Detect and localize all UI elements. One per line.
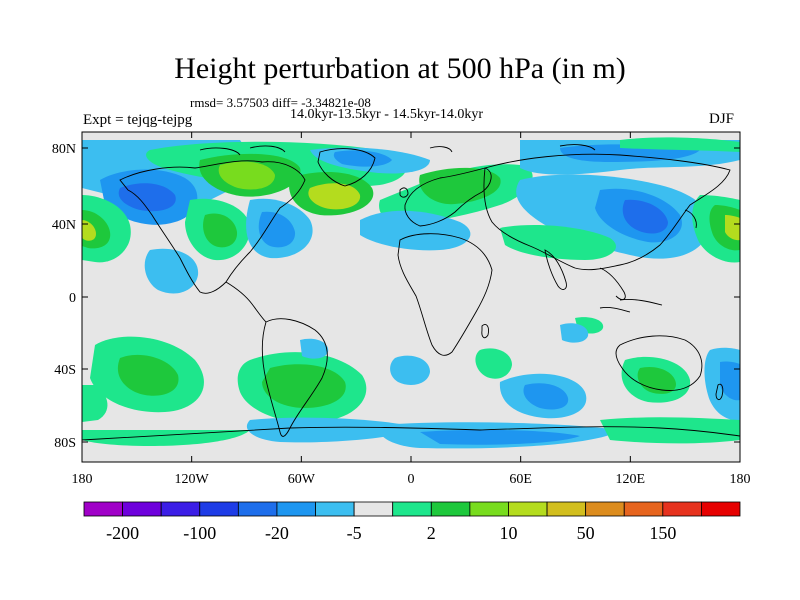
lon-tick-label: 0 [408, 472, 415, 487]
coastline-antarctica [82, 426, 740, 441]
contour-fill-positive [82, 220, 96, 241]
colorbar-swatch [83, 501, 123, 517]
contour-fill-positive [117, 354, 179, 396]
coastline-japan [684, 209, 697, 229]
coastline-arctic-islands [199, 144, 596, 156]
contour-fill-negative [420, 429, 580, 445]
contour-fill-positive [620, 137, 740, 152]
contour-fill-negative [246, 417, 420, 443]
colorbar-label: -100 [183, 523, 216, 543]
contour-fill-negative [118, 183, 176, 212]
colorbar-swatch [430, 501, 471, 517]
colorbar-swatch [353, 501, 394, 517]
stats-line: rmsd= 3.57503 diff= -3.34821e-08 [190, 95, 371, 110]
contour-fill-positive [637, 366, 676, 394]
axis-ticks: 80N 40N 0 40S 80S 180 120W 60W 0 60E 120E 180 [52, 132, 751, 487]
experiment-label: Expt = tejqg-tejpg [83, 112, 193, 128]
contour-fill-positive [82, 385, 108, 422]
lat-tick-label: 40N [52, 218, 76, 233]
coastline-india [544, 249, 567, 290]
colorbar-label: -200 [106, 523, 139, 543]
contour-fill-negative [144, 248, 199, 294]
contour-fill-negative [720, 361, 740, 401]
colorbar-swatch [315, 501, 355, 517]
contour-fill-positive [500, 225, 616, 260]
contour-fill-positive [82, 430, 250, 446]
coastline-africa [397, 233, 493, 356]
coastline-new-zealand [715, 383, 724, 401]
contour-fill-negative [390, 355, 430, 385]
coastline-indonesia [599, 299, 663, 313]
contour-fill-positive [262, 364, 346, 408]
contour-fill-positive [725, 215, 740, 241]
coastline-madagascar [481, 324, 489, 339]
coastline-asia [483, 153, 731, 271]
map-title: Height perturbation at 500 hPa (in m) [174, 52, 626, 85]
coastlines [82, 144, 740, 441]
colorbar-swatch [392, 501, 432, 517]
lon-tick-label: 180 [730, 472, 751, 487]
coastline-southeast-asia [599, 267, 626, 300]
colorbar-label: 2 [427, 523, 436, 543]
coastline-australia [615, 335, 703, 391]
colorbar-swatch [623, 501, 664, 517]
lon-tick-label: 60W [288, 472, 316, 487]
colorbar-swatch [469, 501, 509, 517]
colorbar-label: -20 [265, 523, 289, 543]
colorbar-swatch [662, 501, 702, 517]
contour-fill-positive [600, 417, 740, 444]
contour-fill-positive [203, 213, 238, 248]
coastline-british-isles [399, 187, 409, 198]
contour-fill-negative [360, 210, 471, 251]
colorbar-swatch [276, 501, 316, 517]
coastline-europe [404, 167, 492, 227]
coastline-greenland [317, 148, 376, 187]
contour-fill-positive [419, 167, 501, 205]
lon-tick-label: 180 [72, 472, 93, 487]
contour-fill-positive [308, 183, 361, 210]
colorbar-swatch [546, 501, 587, 517]
contour-fill-negative [333, 150, 392, 167]
contour-fill-negative [300, 338, 329, 359]
colorbar: -200 -100 -20 -5 2 10 50 150 [83, 501, 741, 543]
coastline-north-america [119, 160, 306, 294]
colorbar-label: -5 [347, 523, 362, 543]
lat-tick-label: 0 [69, 291, 76, 306]
lon-tick-label: 120W [175, 472, 210, 487]
coastline-central-america [225, 281, 267, 323]
period-line: 14.0kyr-13.5kyr - 14.5kyr-14.0kyr [290, 107, 484, 122]
colorbar-swatch [701, 501, 741, 517]
colorbar-swatch [585, 501, 625, 517]
lat-tick-label: 80S [54, 436, 76, 451]
colorbar-swatch [199, 501, 239, 517]
contour-fill-negative [523, 383, 569, 410]
colorbar-label: 150 [649, 523, 676, 543]
season-label: DJF [709, 111, 735, 127]
contour-fill-negative [622, 199, 668, 234]
colorbar-swatch [508, 501, 548, 517]
lon-tick-label: 120E [616, 472, 646, 487]
lat-tick-label: 40S [54, 363, 76, 378]
lat-tick-label: 80N [52, 142, 76, 157]
colorbar-label: 10 [499, 523, 517, 543]
contour-fill-negative [560, 323, 589, 343]
colorbar-label: 50 [577, 523, 595, 543]
colorbar-swatch [160, 501, 201, 517]
contour-fill-negative [258, 211, 296, 248]
lon-tick-label: 60E [509, 472, 532, 487]
contour-fill-positive [218, 161, 275, 190]
contour-fill-positive [475, 348, 512, 379]
colorbar-swatch [237, 501, 278, 517]
colorbar-swatch [122, 501, 162, 517]
